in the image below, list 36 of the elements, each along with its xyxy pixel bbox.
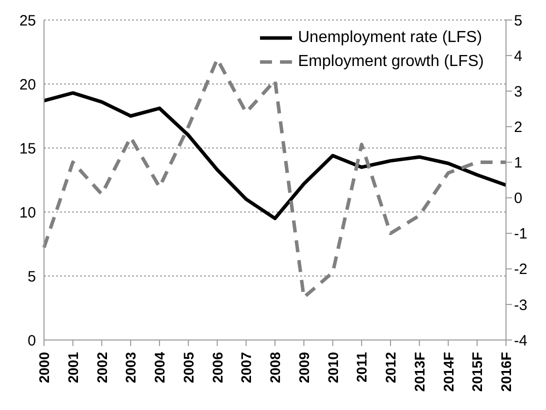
y2-tick-label: 2: [514, 118, 522, 136]
x-tick-label: 2010: [324, 352, 341, 384]
y2-tick-label: 4: [514, 48, 522, 65]
legend-label: Unemployment rate (LFS): [298, 28, 482, 48]
legend-label: Employment growth (LFS): [298, 52, 484, 72]
x-tick-label: 2014F: [440, 352, 456, 392]
y-tick-label: 25: [19, 12, 36, 30]
x-tick-label: 2006: [209, 352, 226, 384]
x-tick-label: 2011: [354, 352, 370, 382]
y2-tick-label: 0: [514, 190, 522, 208]
x-tick-label: 2003: [122, 352, 139, 384]
y2-tick-label: 3: [514, 83, 522, 100]
x-tick-label: 2001: [64, 352, 81, 384]
x-tick-label: 2016F: [498, 352, 514, 392]
x-tick-label: 2004: [152, 352, 168, 384]
x-tick-label: 2013F: [411, 352, 428, 392]
x-tick-label: 2009: [296, 352, 312, 384]
y2-tick-label: 5: [514, 12, 522, 30]
x-tick-label: 2005: [180, 352, 196, 384]
y2-tick-label: -4: [514, 332, 528, 350]
y-tick-label: 5: [28, 268, 36, 286]
y2-tick-label: -1: [514, 226, 528, 243]
x-tick-label: 2012: [382, 352, 398, 384]
y2-tick-label: 1: [514, 154, 522, 172]
y-tick-label: 10: [19, 204, 36, 222]
y-tick-label: 0: [28, 332, 36, 350]
y2-tick-label: -2: [514, 261, 528, 278]
y-tick-label: 20: [19, 76, 36, 94]
x-tick-label: 2002: [94, 352, 110, 384]
x-tick-label: 2008: [267, 352, 283, 384]
x-tick-label: 2015F: [469, 352, 486, 392]
x-tick-label: 2007: [238, 352, 254, 384]
x-tick-label: 2000: [36, 352, 52, 384]
line-series: [42, 91, 508, 220]
y2-tick-label: -3: [514, 296, 528, 314]
y-tick-label: 15: [19, 140, 36, 158]
